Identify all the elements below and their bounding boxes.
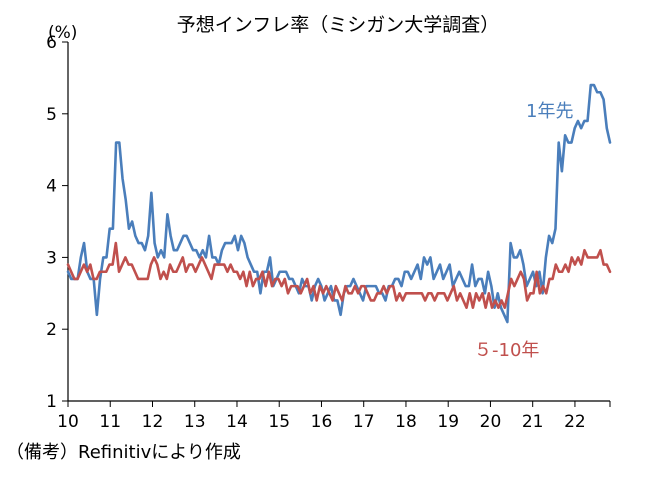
series-label-1year: 1年先 <box>526 101 573 122</box>
y-tick-label: 5 <box>46 105 57 125</box>
series-line-5-10year <box>66 241 612 309</box>
y-tick-label: 3 <box>46 248 57 268</box>
x-tick-label: 13 <box>184 412 206 432</box>
series-label-5-10year: ５-10年 <box>474 340 539 361</box>
series-line-1year <box>66 83 612 324</box>
chart-title: 予想インフレ率（ミシガン大学調査） <box>177 14 499 36</box>
x-tick-label: 17 <box>353 412 375 432</box>
y-tick-label: 2 <box>46 320 57 340</box>
x-tick-label: 19 <box>437 412 459 432</box>
x-tick-label: 14 <box>226 412 248 432</box>
source-footnote: （備考）Refinitivにより作成 <box>6 442 241 463</box>
x-tick-label: 21 <box>522 412 544 432</box>
y-axis: 1 2 3 4 5 6 <box>46 33 69 412</box>
x-tick-label: 20 <box>480 412 502 432</box>
y-tick-label: 6 <box>46 33 57 53</box>
x-tick-label: 11 <box>99 412 121 432</box>
x-tick-label: 10 <box>57 412 79 432</box>
y-tick-label: 4 <box>46 177 57 197</box>
x-axis: 10 11 12 13 14 15 16 17 18 19 20 21 22 <box>57 400 611 432</box>
x-tick-label: 22 <box>564 412 586 432</box>
x-tick-label: 15 <box>268 412 290 432</box>
x-tick-label: 18 <box>395 412 417 432</box>
y-axis-unit: (%) <box>48 23 77 43</box>
y-tick-label: 1 <box>46 392 57 412</box>
x-tick-label: 16 <box>311 412 333 432</box>
x-tick-label: 12 <box>142 412 164 432</box>
series-layer <box>66 83 612 324</box>
